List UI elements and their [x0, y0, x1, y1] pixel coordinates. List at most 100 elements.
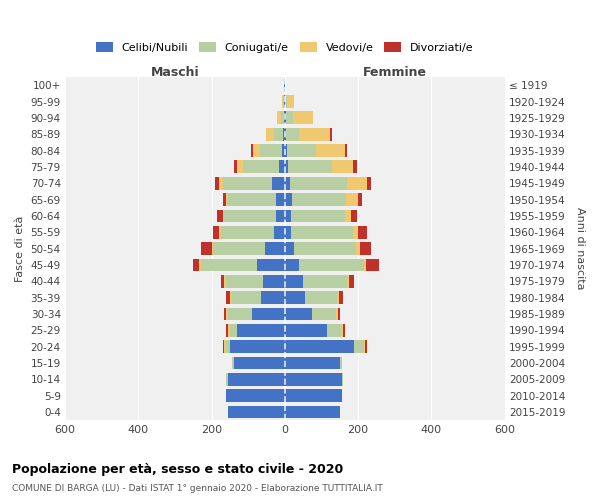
Bar	[356, 242, 360, 255]
Bar	[303, 275, 347, 287]
Bar	[285, 340, 355, 353]
Bar	[251, 144, 253, 157]
Bar	[280, 160, 285, 173]
Bar	[366, 258, 379, 272]
Bar	[351, 210, 356, 222]
Bar	[228, 308, 252, 320]
Bar	[272, 177, 285, 190]
Bar	[228, 406, 285, 418]
Bar	[343, 324, 344, 336]
Bar	[285, 324, 327, 336]
Bar	[224, 340, 226, 353]
Bar	[284, 112, 285, 124]
Bar	[277, 112, 281, 124]
Text: Femmine: Femmine	[363, 66, 427, 78]
Bar	[285, 406, 340, 418]
Bar	[221, 226, 274, 238]
Bar	[214, 242, 265, 255]
Bar	[285, 193, 292, 206]
Bar	[253, 144, 260, 157]
Bar	[294, 242, 356, 255]
Bar	[286, 128, 299, 140]
Text: COMUNE DI BARGA (LU) - Dati ISTAT 1° gennaio 2020 - Elaborazione TUTTITALIA.IT: COMUNE DI BARGA (LU) - Dati ISTAT 1° gen…	[12, 484, 383, 493]
Bar	[353, 160, 356, 173]
Bar	[223, 210, 224, 222]
Bar	[223, 340, 224, 353]
Bar	[219, 226, 221, 238]
Legend: Celibi/Nubili, Coniugati/e, Vedovi/e, Divorziati/e: Celibi/Nubili, Coniugati/e, Vedovi/e, Di…	[92, 38, 478, 58]
Bar	[223, 193, 226, 206]
Bar	[230, 324, 237, 336]
Bar	[285, 356, 340, 370]
Bar	[364, 340, 365, 353]
Bar	[358, 193, 362, 206]
Bar	[215, 177, 219, 190]
Bar	[347, 177, 367, 190]
Bar	[299, 258, 364, 272]
Bar	[221, 275, 224, 287]
Bar	[226, 390, 285, 402]
Bar	[332, 160, 353, 173]
Bar	[228, 373, 285, 386]
Bar	[282, 144, 285, 157]
Text: Maschi: Maschi	[151, 66, 199, 78]
Bar	[283, 128, 285, 140]
Bar	[275, 210, 285, 222]
Bar	[367, 177, 371, 190]
Bar	[226, 373, 228, 386]
Bar	[341, 324, 343, 336]
Bar	[226, 291, 230, 304]
Bar	[299, 128, 330, 140]
Bar	[237, 160, 242, 173]
Bar	[341, 373, 343, 386]
Bar	[360, 242, 371, 255]
Bar	[224, 308, 226, 320]
Bar	[261, 291, 285, 304]
Bar	[226, 193, 228, 206]
Bar	[217, 210, 223, 222]
Bar	[274, 128, 283, 140]
Bar	[285, 160, 288, 173]
Bar	[358, 226, 367, 238]
Bar	[293, 112, 313, 124]
Bar	[285, 308, 312, 320]
Bar	[344, 210, 351, 222]
Bar	[275, 193, 285, 206]
Bar	[282, 95, 283, 108]
Bar	[312, 308, 336, 320]
Bar	[284, 95, 285, 108]
Bar	[200, 258, 257, 272]
Bar	[285, 390, 341, 402]
Bar	[226, 275, 263, 287]
Bar	[286, 112, 293, 124]
Bar	[237, 324, 285, 336]
Y-axis label: Anni di nascita: Anni di nascita	[575, 208, 585, 290]
Bar	[193, 258, 199, 272]
Bar	[281, 112, 284, 124]
Bar	[283, 95, 284, 108]
Bar	[285, 275, 303, 287]
Bar	[288, 160, 332, 173]
Bar	[285, 144, 287, 157]
Bar	[365, 340, 367, 353]
Bar	[200, 242, 212, 255]
Bar	[223, 177, 272, 190]
Bar	[285, 226, 292, 238]
Bar	[339, 291, 343, 304]
Bar	[230, 340, 285, 353]
Bar	[330, 128, 332, 140]
Bar	[212, 242, 214, 255]
Bar	[226, 324, 228, 336]
Bar	[232, 291, 261, 304]
Text: Popolazione per età, sesso e stato civile - 2020: Popolazione per età, sesso e stato civil…	[12, 462, 343, 475]
Bar	[285, 258, 299, 272]
Bar	[226, 340, 230, 353]
Bar	[305, 291, 337, 304]
Bar	[242, 160, 280, 173]
Bar	[340, 356, 341, 370]
Bar	[290, 177, 347, 190]
Bar	[285, 210, 292, 222]
Bar	[355, 340, 364, 353]
Bar	[285, 112, 286, 124]
Bar	[349, 275, 355, 287]
